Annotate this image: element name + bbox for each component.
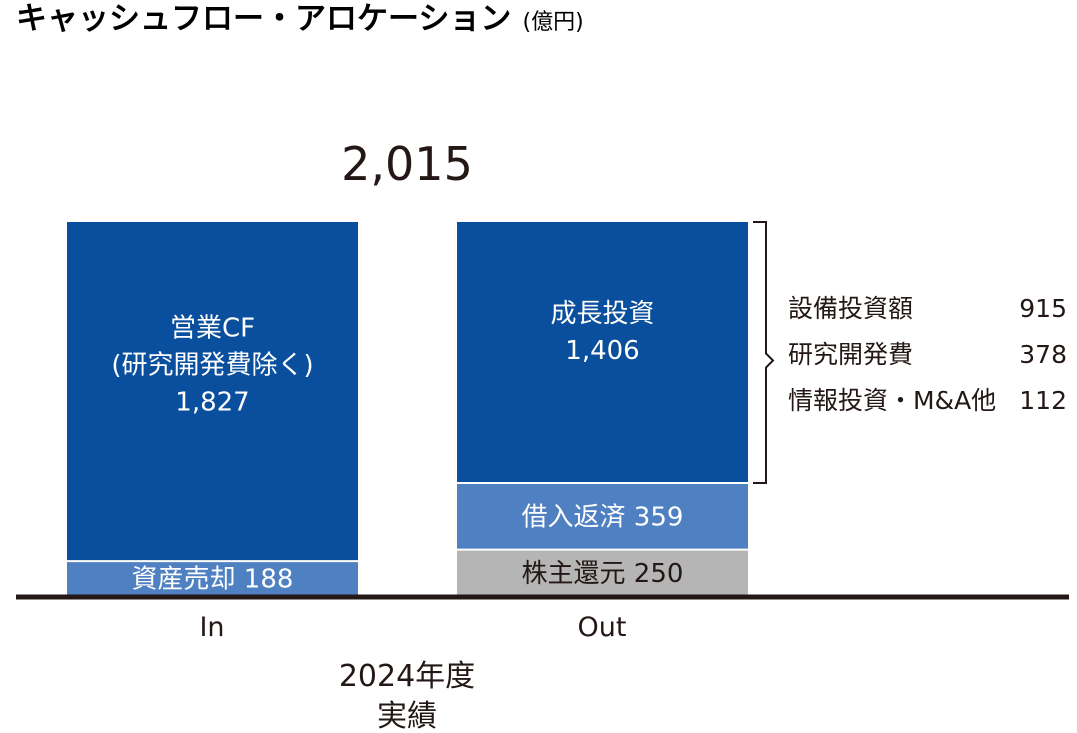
breakdown-label: 設備投資額: [788, 294, 913, 323]
bar-segment-in-0: [67, 561, 358, 596]
segment-name-label: (研究開発費除く): [111, 350, 313, 380]
bar-segment-out-0: [457, 549, 748, 596]
breakdown-list: 設備投資額 915 研究開発費 378 情報投資・M&A他 112: [788, 294, 1067, 415]
segment-value-label: 1,827: [175, 387, 249, 417]
segment-label: 資産売却 188: [132, 565, 294, 595]
segment-name-label: 成長投資: [550, 299, 654, 329]
bar-segment-out-2: [457, 222, 748, 483]
segment-label: 借入返済 359: [522, 502, 684, 532]
bar-segment-out-1: [457, 482, 748, 550]
total-value-label: 2,015: [341, 137, 473, 191]
bar-segment-in-1: [67, 222, 358, 562]
x-tick-in: In: [199, 612, 224, 643]
segment-value-label: 1,406: [565, 336, 639, 366]
labels-layer: 資産売却 188 営業CF (研究開発費除く) 1,827 株主還元 250 借入返済 3…: [111, 299, 683, 594]
segment-name-label: 営業CF: [170, 313, 255, 343]
segment-label: 株主還元 250: [522, 559, 684, 589]
chart-title-text: キャッシュフロー・アロケーション: [16, 1, 511, 37]
period-label-actual: 実績: [377, 699, 437, 733]
breakdown-label: 情報投資・M&A他: [788, 386, 996, 415]
breakdown-bracket: [753, 221, 775, 484]
chart-title: キャッシュフロー・アロケーション (億円): [16, 1, 584, 37]
breakdown-value: 112: [1019, 386, 1067, 415]
period-label-year: 2024年度: [339, 659, 475, 694]
breakdown-value: 915: [1019, 294, 1067, 323]
chart-unit: (億円): [522, 10, 583, 35]
x-tick-out: Out: [578, 612, 627, 643]
breakdown-value: 378: [1019, 340, 1067, 369]
breakdown-label: 研究開発費: [788, 340, 913, 369]
bars-layer: [67, 222, 748, 596]
